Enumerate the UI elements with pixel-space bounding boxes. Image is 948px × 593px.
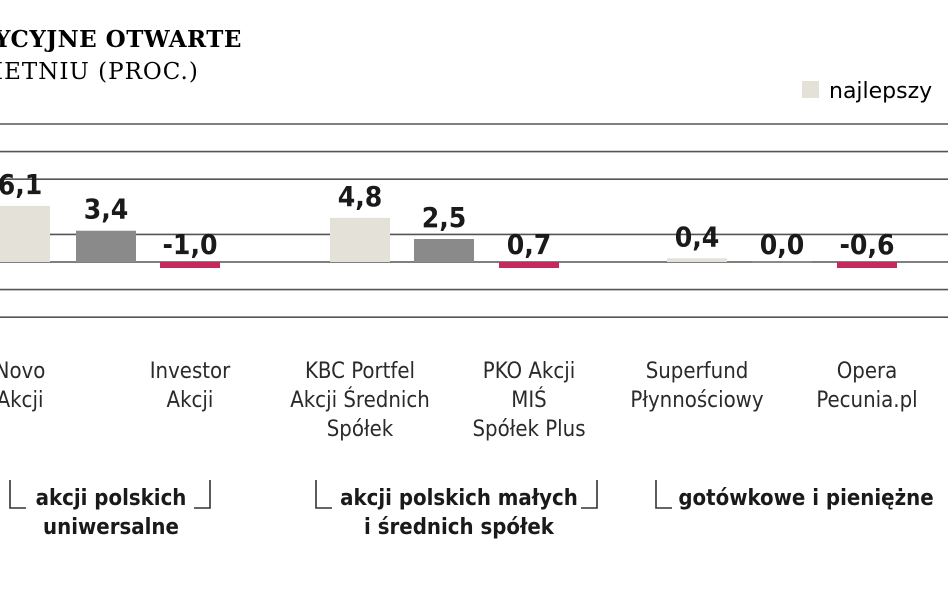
bar	[160, 262, 220, 268]
bar	[0, 205, 50, 262]
category-label: Akcji	[167, 388, 214, 413]
category-label: MIŚ	[511, 387, 546, 413]
chart-subtitle: IETNIU (PROC.)	[0, 59, 199, 85]
legend-label: najlepszy	[829, 79, 932, 104]
value-label: 0,4	[675, 220, 720, 253]
group-label: i średnich spółek	[364, 515, 555, 540]
group-bracket	[194, 480, 211, 509]
group-label: akcji polskich	[36, 486, 187, 511]
value-labels: 6,1 3,4 -1,0 4,8 2,5 0,7 0,4 0,0 -0,6	[0, 168, 895, 261]
legend-swatch	[802, 81, 819, 98]
bar	[414, 239, 474, 262]
category-label: Spółek	[327, 417, 394, 442]
value-label: -0,6	[839, 228, 894, 261]
chart-title: YCYJNE OTWARTE	[0, 26, 242, 53]
value-label: 6,1	[0, 168, 42, 201]
bar	[752, 261, 812, 263]
group-bracket	[581, 480, 598, 509]
category-label: Opera	[837, 359, 898, 384]
category-label: Spółek Plus	[472, 417, 585, 442]
group-label: uniwersalne	[43, 515, 179, 540]
gridlines	[0, 123, 948, 319]
group-bracket	[315, 480, 332, 509]
category-labels: Novo Akcji Investor Akcji KBC Portfel Akcji Ś…	[0, 359, 918, 442]
group-bracket	[9, 480, 26, 509]
value-label: 0,7	[507, 228, 552, 261]
bars	[0, 205, 897, 268]
category-label: KBC Portfel	[305, 359, 415, 384]
category-label: Płynnościowy	[630, 388, 763, 413]
category-label: Superfund	[646, 359, 749, 384]
value-label: 0,0	[760, 228, 805, 261]
value-label: 4,8	[338, 180, 383, 213]
category-label: Novo	[0, 359, 45, 384]
category-label: Pecunia.pl	[816, 388, 917, 413]
value-label: 2,5	[422, 201, 467, 234]
bar	[837, 262, 897, 268]
category-label: Akcji	[0, 388, 43, 413]
bar	[499, 262, 559, 268]
group-labels: akcji polskich uniwersalne akcji polskich …	[9, 480, 934, 540]
bar	[330, 217, 390, 262]
bar	[667, 258, 727, 262]
category-label: Akcji Średnich	[290, 387, 430, 413]
category-label: PKO Akcji	[483, 359, 575, 384]
value-label: 3,4	[84, 193, 129, 226]
group-label: akcji polskich małych	[340, 486, 578, 511]
group-label: gotówkowe i pieniężne	[678, 486, 933, 511]
value-label: -1,0	[162, 228, 217, 261]
group-bracket	[655, 480, 672, 509]
category-label: Investor	[150, 359, 231, 384]
bar	[76, 230, 136, 262]
